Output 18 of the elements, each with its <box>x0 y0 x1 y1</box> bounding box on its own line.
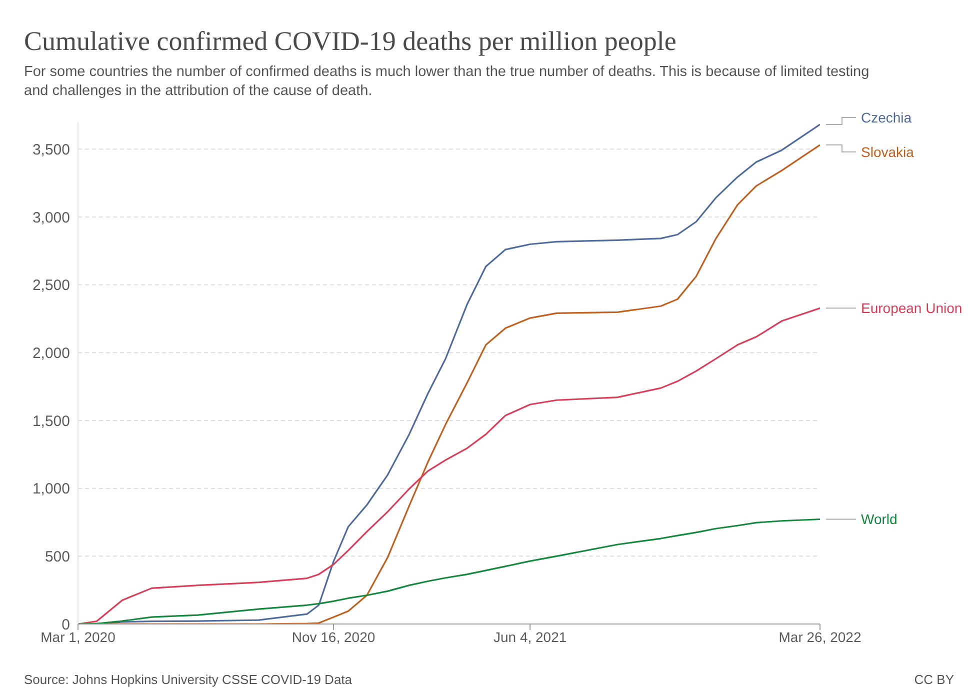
y-tick-label: 3,500 <box>32 141 70 158</box>
text: World <box>861 511 898 528</box>
x-tick-label: Mar 26, 2022 <box>778 628 862 645</box>
chart-subtitle: For some countries the number of confirmed deaths is much lower than the true number of deaths. This is because of limited testing and challenges in the attribution of the cause of death. <box>24 63 870 101</box>
text: European Union <box>861 300 962 316</box>
y-tick-label: 2,500 <box>32 277 70 294</box>
y-tick-label: 2,000 <box>32 344 70 362</box>
x-tick-label: Jun 4, 2021 <box>493 628 567 645</box>
source-note: Source: Johns Hopkins University CSSE COVID-19 Data <box>24 672 352 687</box>
y-tick-label: 1,500 <box>32 412 70 430</box>
y-tick-label: 500 <box>44 548 70 566</box>
x-tick-label: Nov 16, 2020 <box>292 628 376 645</box>
text: Czechia <box>861 109 912 126</box>
y-tick-label: 1,000 <box>32 480 70 498</box>
text: CC BY <box>914 672 954 687</box>
chart-title: Cumulative confirmed COVID-19 deaths per million people <box>24 26 676 57</box>
y-tick-label: 3,000 <box>32 209 70 226</box>
text: Slovakia <box>861 144 914 160</box>
